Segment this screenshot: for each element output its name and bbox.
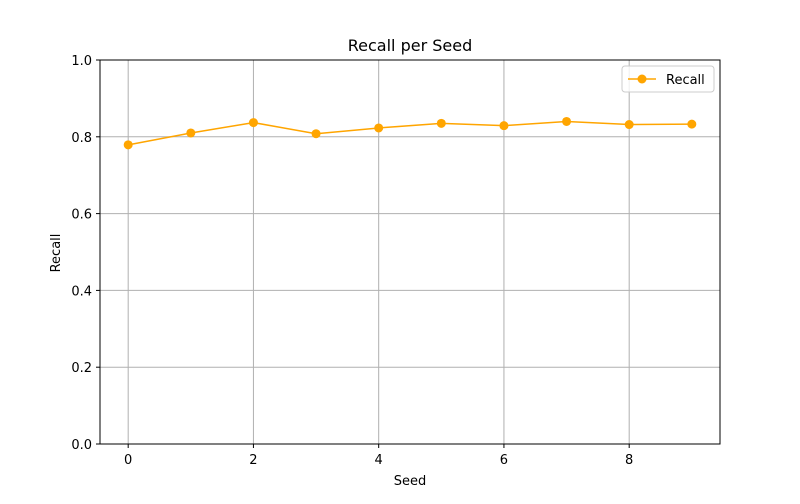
data-point: [311, 129, 321, 139]
legend-marker: [637, 74, 647, 84]
chart-title: Recall per Seed: [348, 36, 472, 55]
data-point: [499, 121, 509, 131]
legend-box: [621, 65, 715, 93]
x-tick-label: 2: [249, 453, 257, 468]
x-tick-label: 0: [124, 453, 132, 468]
y-tick-label: 0.4: [71, 284, 92, 299]
y-tick-label: 0.8: [71, 131, 92, 146]
data-point: [624, 120, 634, 130]
data-point: [248, 118, 258, 128]
y-axis-label: Recall: [49, 234, 64, 273]
y-tick-label: 0.6: [71, 208, 92, 223]
series-line-recall: [128, 120, 692, 146]
data-point: [186, 128, 196, 138]
data-point: [374, 123, 384, 133]
y-tick-label: 0.0: [71, 438, 92, 453]
series-layer: [123, 116, 697, 150]
x-tick-label: 4: [375, 453, 383, 468]
data-point: [123, 140, 133, 150]
data-point: [562, 116, 572, 126]
y-tick-label: 1.0: [71, 54, 92, 69]
legend-label: Recall: [666, 73, 705, 88]
x-axis-label: Seed: [394, 474, 427, 489]
data-point: [687, 119, 697, 129]
y-tick-label: 0.2: [71, 361, 92, 376]
plot-frame: [99, 59, 721, 445]
x-tick-label: 6: [500, 453, 508, 468]
x-axis-ticks: 0 2 4 6 8: [124, 444, 633, 468]
data-point: [436, 118, 446, 128]
legend: Recall: [621, 65, 715, 93]
y-axis-ticks: 0.0 0.2 0.4 0.6 0.8 1.0: [71, 54, 100, 453]
x-tick-label: 8: [625, 453, 633, 468]
